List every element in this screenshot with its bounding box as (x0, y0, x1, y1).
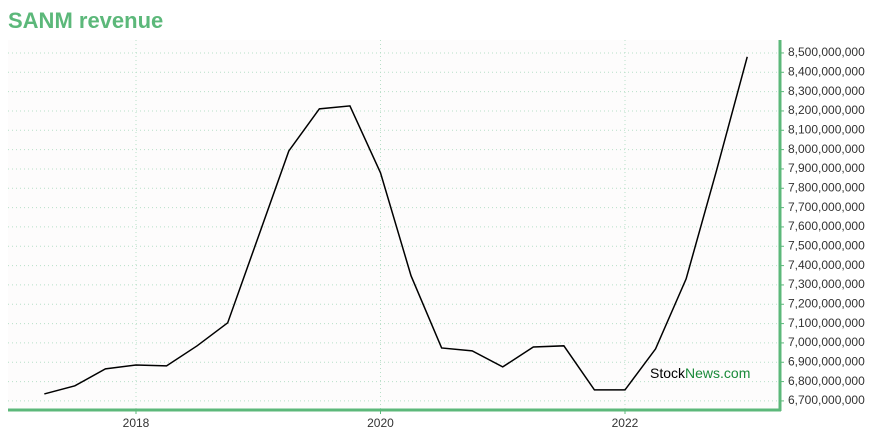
x-tick-label: 2020 (367, 416, 394, 430)
y-tick-label: 7,300,000,000 (788, 277, 865, 291)
y-tick-label: 7,400,000,000 (788, 258, 865, 272)
y-tick-label: 7,000,000,000 (788, 335, 865, 349)
y-tick-label: 6,700,000,000 (788, 393, 865, 407)
y-tick-label: 7,900,000,000 (788, 161, 865, 175)
plot-area (8, 40, 780, 410)
y-tick-label: 6,800,000,000 (788, 374, 865, 388)
x-tick-label: 2022 (612, 416, 639, 430)
y-tick-label: 8,100,000,000 (788, 122, 865, 136)
chart-title: SANM revenue (8, 8, 163, 33)
y-tick-label: 7,100,000,000 (788, 316, 865, 330)
y-tick-label: 7,700,000,000 (788, 200, 865, 214)
y-tick-label: 8,000,000,000 (788, 142, 865, 156)
y-tick-label: 8,300,000,000 (788, 84, 865, 98)
y-tick-label: 7,600,000,000 (788, 219, 865, 233)
y-tick-label: 6,900,000,000 (788, 354, 865, 368)
y-tick-label: 8,200,000,000 (788, 103, 865, 117)
watermark-second: News.com (685, 365, 750, 381)
x-tick-label: 2018 (123, 416, 150, 430)
y-tick-label: 7,500,000,000 (788, 238, 865, 252)
data-line (44, 56, 748, 395)
y-tick-label: 8,500,000,000 (788, 45, 865, 59)
watermark: StockNews.com (650, 365, 750, 381)
y-tick-label: 7,800,000,000 (788, 180, 865, 194)
y-tick-label: 8,400,000,000 (788, 64, 865, 78)
y-tick-label: 7,200,000,000 (788, 296, 865, 310)
watermark-first: Stock (650, 365, 686, 381)
